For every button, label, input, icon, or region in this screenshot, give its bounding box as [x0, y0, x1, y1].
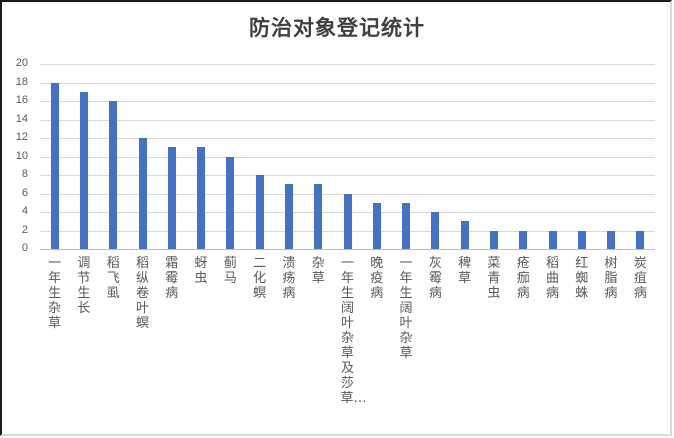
- y-tick-label: 14: [15, 112, 28, 125]
- x-tick-label: 杂草: [311, 256, 325, 286]
- x-tick-label: 二化螟: [253, 256, 267, 301]
- gridline: [40, 64, 655, 65]
- y-tick-label: 10: [15, 149, 28, 162]
- x-axis-line: [40, 249, 655, 250]
- bar: [79, 91, 88, 249]
- y-tick-label: 12: [15, 131, 28, 143]
- bar: [50, 82, 59, 249]
- x-tick-label: 稻飞虱: [106, 256, 120, 301]
- x-tick-label: 灰霉病: [428, 256, 442, 301]
- y-tick-label: 4: [21, 205, 28, 217]
- bar: [519, 230, 528, 249]
- x-tick-label: 红蜘蛛: [575, 256, 589, 301]
- y-tick-label: 18: [15, 75, 28, 88]
- x-tick-label: 一年生杂草: [48, 256, 62, 331]
- bar: [255, 175, 264, 249]
- bar: [607, 230, 616, 249]
- x-tick-label: 稻曲病: [545, 256, 559, 301]
- bar: [138, 138, 147, 249]
- y-tick-label: 6: [21, 186, 28, 199]
- y-tick-label: 8: [21, 168, 28, 180]
- x-tick-label: 调节生长: [77, 256, 91, 316]
- chart-title: 防治对象登记统计: [249, 15, 425, 40]
- bar: [431, 212, 440, 249]
- x-tick-label: 疮痂病: [516, 256, 530, 301]
- x-tick-label: 霜霉病: [165, 256, 179, 301]
- bar: [226, 156, 235, 249]
- x-tick-label: 蚜虫: [194, 256, 208, 286]
- plot-area: [40, 64, 655, 250]
- bar: [402, 202, 411, 249]
- x-tick-label: 晚疫病: [370, 256, 384, 301]
- gridline: [40, 82, 655, 84]
- bar: [636, 230, 645, 249]
- bar: [489, 230, 498, 249]
- x-tick-label: 溃疡病: [282, 256, 296, 301]
- bar: [343, 193, 352, 249]
- gridline: [40, 101, 655, 102]
- x-tick-label: 蓟马: [223, 256, 237, 286]
- bar: [314, 184, 323, 249]
- bar: [548, 230, 557, 249]
- bar: [109, 101, 118, 249]
- y-tick-label: 2: [21, 223, 28, 236]
- x-tick-label: 炭疽病: [633, 256, 647, 301]
- gridline: [40, 175, 655, 176]
- gridline: [40, 119, 655, 121]
- bar: [284, 184, 293, 249]
- y-tick-label: 20: [15, 57, 28, 69]
- bar: [460, 221, 469, 249]
- y-tick-label: 16: [15, 94, 28, 106]
- x-tick-label: 一年生阔叶杂草及莎草…: [340, 256, 367, 406]
- bar: [197, 147, 206, 249]
- gridline: [40, 156, 655, 158]
- bar: [167, 147, 176, 249]
- x-tick-label: 一年生阔叶杂草: [399, 256, 413, 361]
- gridline: [40, 138, 655, 139]
- x-tick-label: 稻纵卷叶螟: [135, 256, 149, 331]
- bar: [372, 202, 381, 249]
- x-tick-label: 菜青虫: [487, 256, 501, 301]
- y-tick-label: 0: [21, 242, 28, 254]
- x-tick-label: 树脂病: [604, 256, 618, 301]
- x-tick-label: 稗草: [458, 256, 472, 286]
- bar: [577, 230, 586, 249]
